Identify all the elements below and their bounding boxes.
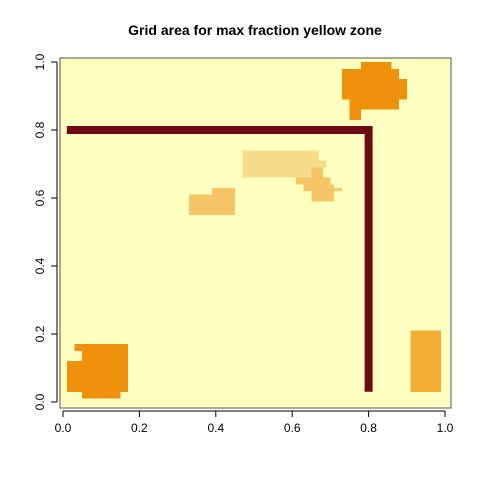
zone-center-light-cell bbox=[242, 150, 319, 178]
zone-center-left bbox=[189, 187, 235, 215]
x-tick-label: 0.6 bbox=[284, 421, 301, 435]
zone-top-right bbox=[341, 62, 407, 120]
zone-center-right-cell bbox=[296, 177, 331, 185]
zone-top-right-cell bbox=[349, 109, 361, 120]
zone-bottom-left-cell bbox=[66, 371, 128, 392]
zone-center-left-cell bbox=[189, 194, 235, 215]
zone-center-right bbox=[296, 167, 342, 202]
chart-title: Grid area for max fraction yellow zone bbox=[128, 22, 382, 38]
zone-center-right-cell bbox=[303, 184, 335, 192]
zone-bottom-right-cell bbox=[410, 330, 442, 392]
zone-bottom-left-cell bbox=[74, 344, 128, 351]
zone-center-right-cell bbox=[311, 191, 335, 202]
zone-center-right-cell bbox=[311, 167, 323, 178]
y-tick-label: 0.8 bbox=[33, 121, 47, 138]
zone-top-right-cell bbox=[341, 89, 407, 100]
zone-top-right-cell bbox=[341, 79, 407, 90]
zone-bottom-left-cell bbox=[82, 391, 121, 399]
zone-bottom-left-cell bbox=[82, 351, 128, 362]
x-tick-label: 1.0 bbox=[437, 421, 454, 435]
zone-center-right-cell bbox=[334, 187, 342, 192]
y-tick-label: 0.6 bbox=[33, 189, 47, 206]
y-tick-label: 1.0 bbox=[33, 53, 47, 70]
y-tick-label: 0.4 bbox=[33, 257, 47, 274]
zone-bottom-right bbox=[410, 330, 442, 392]
axes: 0.0 0.2 0.4 0.6 0.8 1.0 0.0 0.2 0.4 0.6 0.8 1.0 bbox=[33, 53, 454, 435]
y-tick-label: 0.2 bbox=[33, 325, 47, 342]
x-tick-label: 0.4 bbox=[207, 421, 224, 435]
zone-center-left-cell bbox=[211, 187, 235, 195]
x-tick-label: 0.0 bbox=[55, 421, 72, 435]
zone-center-light bbox=[242, 150, 327, 178]
route-path bbox=[66, 126, 373, 392]
zone-bottom-left bbox=[66, 344, 128, 399]
x-tick-label: 0.2 bbox=[131, 421, 148, 435]
plot-border bbox=[59, 57, 452, 409]
plot-area bbox=[60, 58, 451, 408]
x-tick-label: 0.8 bbox=[360, 421, 377, 435]
zone-top-right-cell bbox=[349, 99, 400, 110]
zone-top-right-cell bbox=[341, 68, 400, 79]
y-tick-label: 0.0 bbox=[33, 393, 47, 410]
zone-bottom-left-cell bbox=[66, 361, 128, 372]
zone-top-right-cell bbox=[360, 62, 392, 69]
zone-center-light-cell bbox=[318, 160, 327, 168]
